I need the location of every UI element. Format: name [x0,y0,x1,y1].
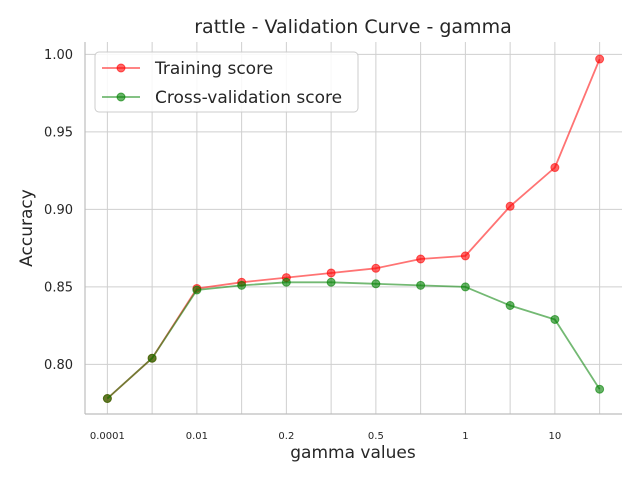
cross-validation-score-point [460,282,470,292]
cross-validation-score-line [106,281,601,400]
cross-validation-score-point [550,314,560,324]
x-tick-label: 1 [462,431,468,442]
training-score-legend-label: Training score [154,59,273,79]
series [102,54,605,403]
x-tick-label: 10 [549,431,562,442]
x-tick-label: 0.5 [368,431,384,442]
cross-validation-score-point [326,277,336,287]
training-score-point [550,163,560,173]
x-tick-label: 0.2 [278,431,294,442]
y-tick-label: 0.85 [44,280,73,295]
cross-validation-score-point [371,279,381,289]
training-score-point [371,263,381,273]
training-score-point [416,254,426,264]
x-tick-label: 0.01 [186,431,208,442]
tick-labels: 0.80 0.85 0.90 0.95 1.00 0.0001 0.01 0.2 0.5 1 10 [44,48,561,442]
legend-box [94,51,359,113]
cross-validation-score-point [102,394,112,403]
training-score-legend-marker [116,63,126,73]
cross-validation-score-legend-marker [116,92,126,102]
cross-validation-score-point [595,384,605,394]
y-tick-label: 0.90 [44,203,73,218]
training-score-point [505,201,515,211]
training-score-point [460,251,470,261]
cross-validation-score-point [147,353,157,363]
y-tick-label: 0.80 [44,358,73,373]
y-tick-label: 1.00 [44,48,73,63]
cross-validation-score-point [237,280,247,290]
cross-validation-score-point [192,285,202,295]
y-axis-label: Accuracy [17,189,37,267]
training-score-point [595,54,605,64]
chart-title: rattle - Validation Curve - gamma [194,16,511,38]
cross-validation-score-legend-label: Cross-validation score [155,88,342,108]
cross-validation-score-point [505,301,515,310]
training-score-point [326,268,336,278]
legend: Training score Cross-validation score [94,51,359,113]
cross-validation-score-point [416,280,426,290]
cross-validation-score-point [281,277,291,287]
x-axis-label: gamma values [290,443,416,463]
axes-spines [84,42,622,415]
y-tick-label: 0.95 [44,125,73,140]
x-tick-label: 0.0001 [90,431,125,442]
